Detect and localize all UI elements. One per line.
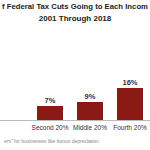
data-label: 7% [45, 96, 56, 105]
title: f Federal Tax Cuts Going to Each Incom [2, 2, 148, 11]
data-label: 9% [85, 92, 96, 101]
chart: f Federal Tax Cuts Going to Each Incom 20… [0, 0, 150, 150]
baseline [0, 120, 150, 121]
bar [117, 88, 143, 120]
bar [77, 102, 103, 120]
category-label: Fourth 20% [113, 124, 147, 131]
bar [37, 106, 63, 120]
subtitle: 2001 Through 2018 [39, 14, 112, 23]
chart-svg: f Federal Tax Cuts Going to Each Incom 20… [0, 0, 150, 150]
footnote: ers" for businesses like bonus depreciat… [4, 138, 99, 144]
data-label: 16% [122, 78, 137, 87]
bars [37, 88, 143, 120]
page: {"chart_data": {"type": "bar", "title": … [0, 0, 150, 150]
category-label: Middle 20% [73, 124, 107, 131]
category-label: Second 20% [32, 124, 69, 131]
